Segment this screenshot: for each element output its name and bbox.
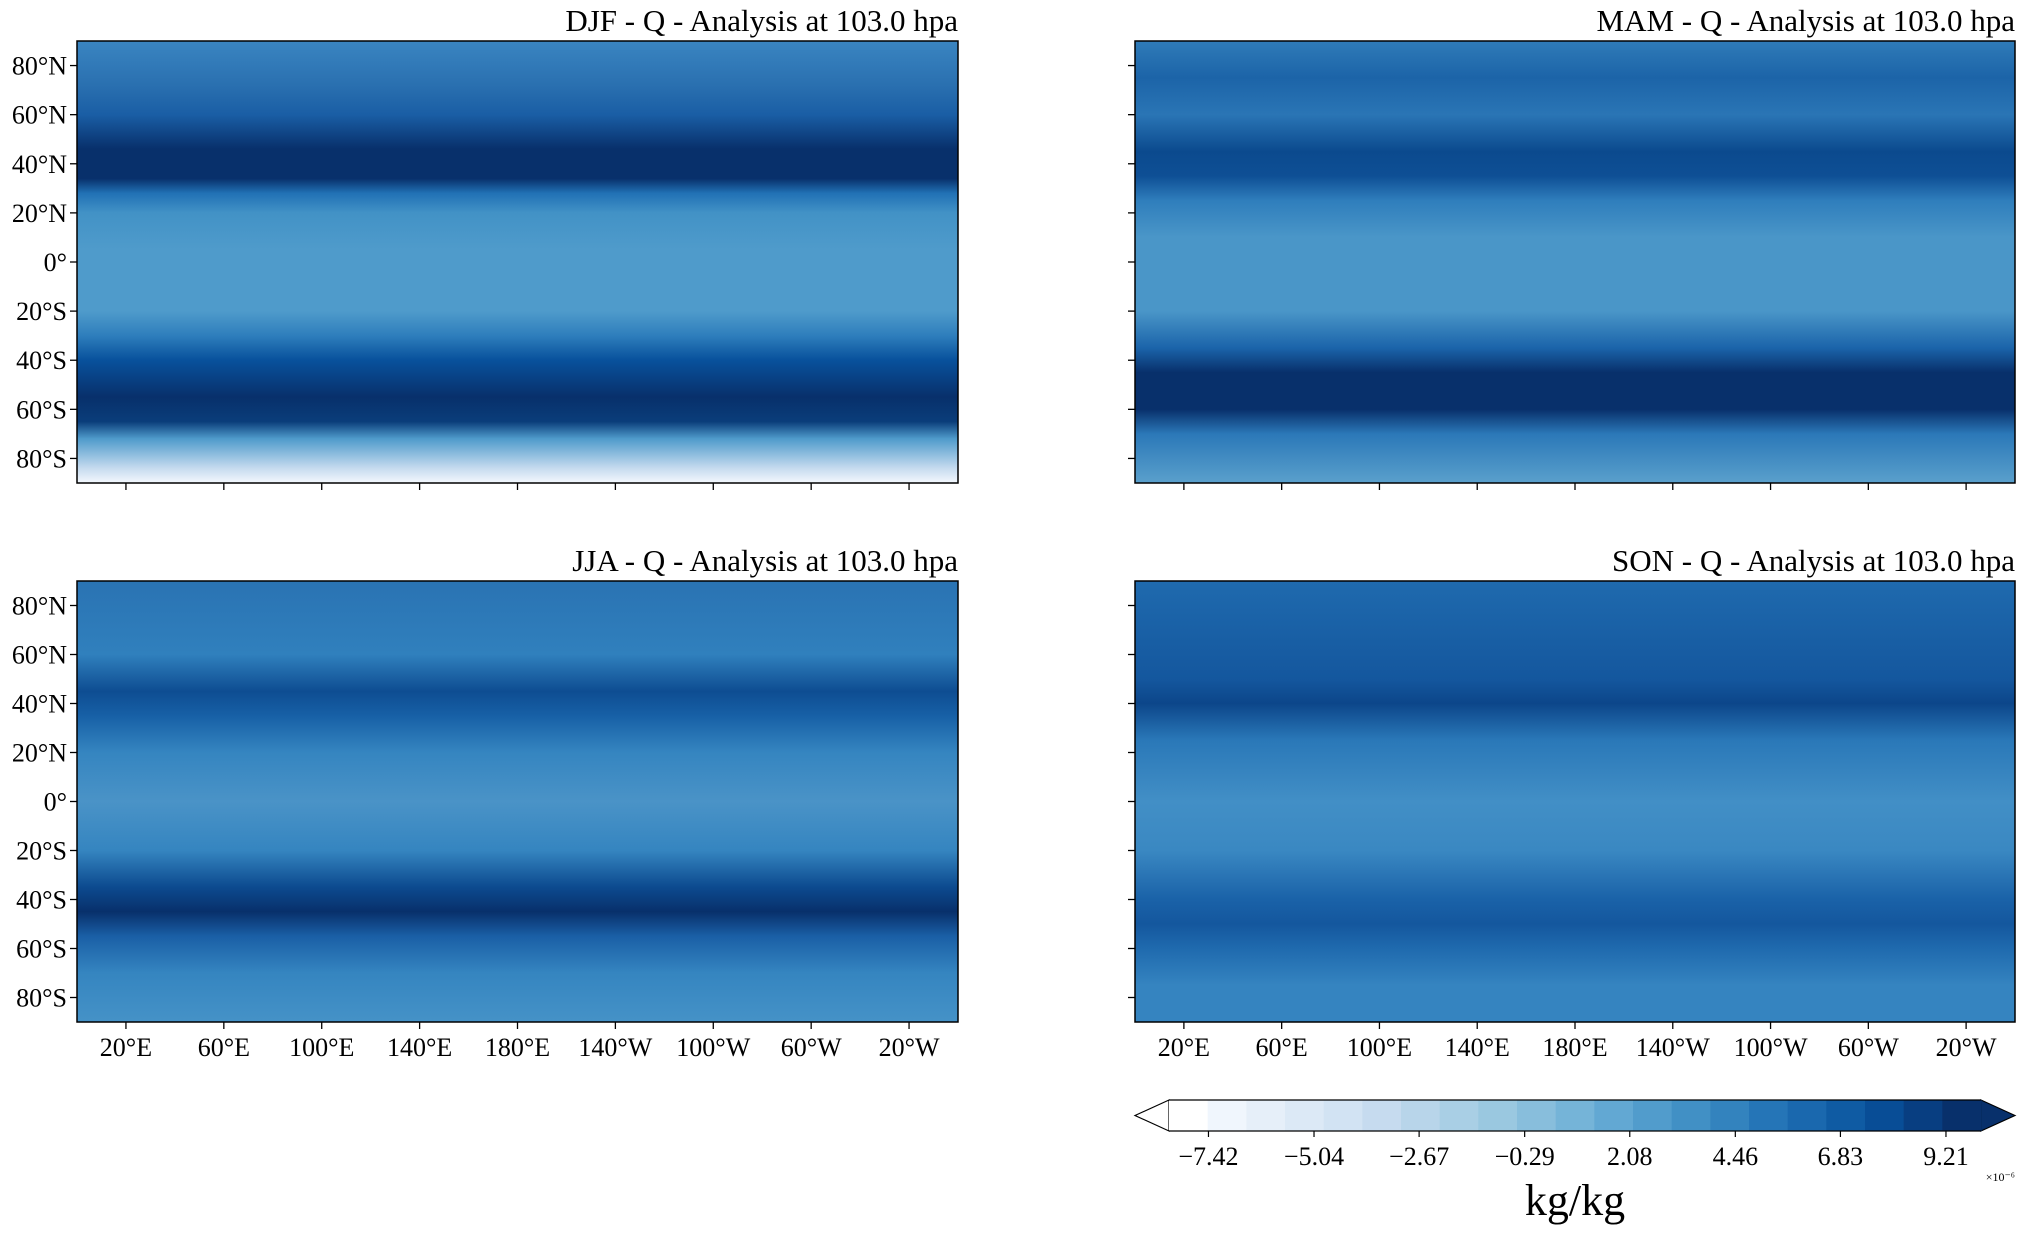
x-tick-label: 180°E: [485, 1033, 550, 1062]
colorbar-tick-label: 9.21: [1923, 1142, 1969, 1171]
y-tick-label: 80°N: [12, 52, 67, 81]
colorbar-level: [1362, 1100, 1402, 1131]
colorbar-multiplier: ×10⁻⁶: [1986, 1170, 2015, 1184]
x-tick-label: 180°E: [1542, 1033, 1607, 1062]
y-tick-label: 40°N: [12, 690, 67, 719]
colorbar-level: [1246, 1100, 1286, 1131]
colorbar-tick-label: 6.83: [1818, 1142, 1864, 1171]
colorbar-level: [1633, 1100, 1673, 1131]
x-tick-label: 20°E: [100, 1033, 152, 1062]
x-tick-label: 20°E: [1158, 1033, 1210, 1062]
map-panel-son: SON - Q - Analysis at 103.0 hpa 20°E 60°E 1…: [1128, 543, 2016, 1062]
colorbar: −7.42 −5.04 −2.67 −0.29 2.08 4.46 6.83 9.21 ×10⁻…: [1133, 1099, 2017, 1225]
colorbar-level: [1865, 1100, 1905, 1131]
map-panel-jja: JJA - Q - Analysis at 103.0 hpa 80°N 60°N 4…: [12, 543, 959, 1062]
colorbar-level: [1323, 1100, 1363, 1131]
y-tick-label: 20°N: [12, 199, 67, 228]
contour-field: [1135, 41, 2015, 483]
contour-field: [77, 581, 958, 1022]
colorbar-level: [1169, 1100, 1209, 1131]
y-tick-label: 80°S: [16, 444, 67, 473]
x-tick-label: 60°W: [1838, 1033, 1899, 1062]
y-tick-label: 20°S: [16, 837, 67, 866]
map-panel-djf: DJF - Q - Analysis at 103.0 hpa 80°N 60°N 4…: [12, 3, 959, 490]
colorbar-level: [1517, 1100, 1557, 1131]
x-tick-label: 100°E: [289, 1033, 354, 1062]
y-tick-label: 0°: [44, 788, 67, 817]
x-tick-label: 100°E: [1347, 1033, 1412, 1062]
colorbar-level: [1439, 1100, 1479, 1131]
y-tick-label: 80°S: [16, 984, 67, 1013]
y-tick-label: 60°S: [16, 935, 67, 964]
y-tick-label: 20°N: [12, 739, 67, 768]
colorbar-tick-label: −2.67: [1389, 1142, 1449, 1171]
colorbar-level: [1903, 1100, 1943, 1131]
x-tick-label: 140°W: [578, 1033, 652, 1062]
colorbar-tick-label: −0.29: [1495, 1142, 1555, 1171]
colorbar-level: [1285, 1100, 1325, 1131]
colorbar-label: kg/kg: [1525, 1176, 1625, 1225]
colorbar-extend-low: [1133, 1099, 1170, 1132]
colorbar-level: [1555, 1100, 1595, 1131]
x-tick-label: 60°E: [198, 1033, 250, 1062]
colorbar-level: [1671, 1100, 1711, 1131]
x-tick-label: 20°W: [1936, 1033, 1997, 1062]
y-tick-label: 80°N: [12, 592, 67, 621]
y-tick-label: 60°N: [12, 641, 67, 670]
panel-title: DJF - Q - Analysis at 103.0 hpa: [565, 3, 958, 38]
colorbar-level: [1594, 1100, 1634, 1131]
x-tick-label: 20°W: [879, 1033, 940, 1062]
x-tick-label: 100°W: [1734, 1033, 1808, 1062]
colorbar-level: [1787, 1100, 1827, 1131]
x-tick-label: 140°W: [1636, 1033, 1710, 1062]
colorbar-level: [1826, 1100, 1866, 1131]
colorbar-level: [1710, 1100, 1750, 1131]
colorbar-tick-label: −5.04: [1284, 1142, 1344, 1171]
colorbar-tick-label: 2.08: [1607, 1142, 1653, 1171]
x-tick-label: 140°E: [387, 1033, 452, 1062]
y-tick-label: 20°S: [16, 297, 67, 326]
colorbar-level: [1207, 1100, 1247, 1131]
y-tick-label: 60°N: [12, 101, 67, 130]
y-tick-label: 40°N: [12, 150, 67, 179]
colorbar-level: [1478, 1100, 1518, 1131]
y-tick-label: 40°S: [16, 346, 67, 375]
x-tick-label: 140°E: [1445, 1033, 1510, 1062]
colorbar-level: [1942, 1100, 1982, 1131]
x-tick-label: 100°W: [676, 1033, 750, 1062]
panel-title: SON - Q - Analysis at 103.0 hpa: [1612, 543, 2015, 578]
colorbar-level: [1749, 1100, 1789, 1131]
colorbar-tick-label: −7.42: [1178, 1142, 1238, 1171]
contour-field: [1135, 581, 2015, 1022]
x-tick-label: 60°W: [781, 1033, 842, 1062]
x-tick-label: 60°E: [1256, 1033, 1308, 1062]
colorbar-extend-high: [1980, 1099, 2017, 1132]
colorbar-tick-label: 4.46: [1713, 1142, 1759, 1171]
y-tick-label: 0°: [44, 248, 67, 277]
panel-title: JJA - Q - Analysis at 103.0 hpa: [572, 543, 958, 578]
contour-field: [77, 41, 958, 483]
map-panel-mam: MAM - Q - Analysis at 103.0 hpa: [1128, 3, 2016, 490]
y-tick-label: 40°S: [16, 886, 67, 915]
colorbar-level: [1401, 1100, 1441, 1131]
panel-title: MAM - Q - Analysis at 103.0 hpa: [1597, 3, 2016, 38]
y-tick-label: 60°S: [16, 395, 67, 424]
